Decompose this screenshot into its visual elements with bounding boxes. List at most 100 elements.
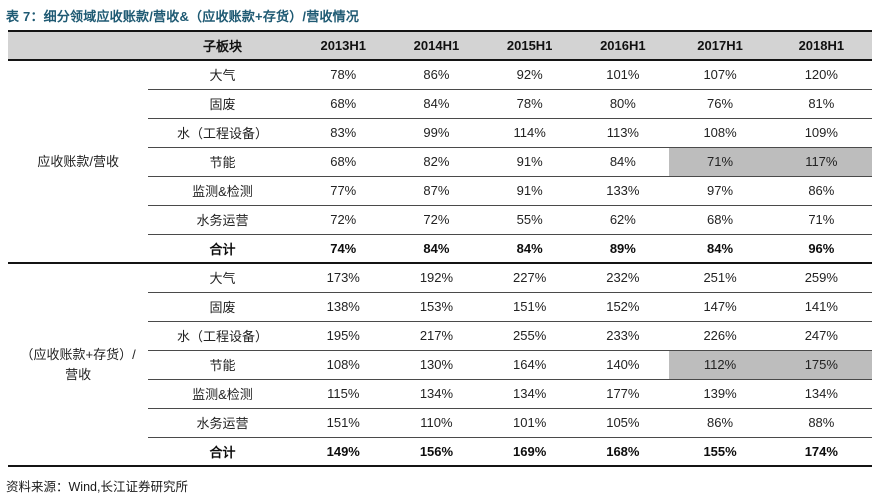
value-cell: 155% <box>669 437 771 467</box>
table-row: 监测&检测 115% 134% 134% 177% 139% 134% <box>8 379 872 409</box>
value-cell: 134% <box>389 379 484 409</box>
value-cell: 84% <box>669 234 771 264</box>
value-cell: 195% <box>296 321 390 351</box>
value-cell: 153% <box>389 292 484 322</box>
value-cell: 113% <box>576 118 670 148</box>
row-label: 节能 <box>148 147 297 177</box>
value-cell: 86% <box>389 60 484 90</box>
value-cell: 151% <box>483 292 577 322</box>
value-cell: 227% <box>483 263 577 293</box>
value-cell: 84% <box>389 234 484 264</box>
value-cell: 68% <box>296 147 390 177</box>
value-cell: 86% <box>770 176 872 206</box>
table-row: 水务运营 72% 72% 55% 62% 68% 71% <box>8 205 872 235</box>
table-row: 水务运营 151% 110% 101% 105% 86% 88% <box>8 408 872 438</box>
value-cell: 259% <box>770 263 872 293</box>
section-receivables-plus-inventory: （应收账款+存货）/营收 大气 173% 192% 227% 232% 251% 259% 固废… <box>8 263 872 467</box>
value-cell: 108% <box>669 118 771 148</box>
value-cell: 164% <box>483 350 577 380</box>
value-cell: 255% <box>483 321 577 351</box>
data-table: 子板块 2013H1 2014H1 2015H1 2016H1 2017H1 2… <box>8 30 872 467</box>
value-cell: 134% <box>483 379 577 409</box>
value-cell: 232% <box>576 263 670 293</box>
value-cell: 55% <box>483 205 577 235</box>
value-cell: 169% <box>483 437 577 467</box>
table-title: 表 7：细分领域应收账款/营收&（应收账款+存货）/营收情况 <box>6 9 360 24</box>
row-label: 固废 <box>148 292 297 322</box>
value-cell: 108% <box>296 350 390 380</box>
header-row: 子板块 2013H1 2014H1 2015H1 2016H1 2017H1 2… <box>8 30 872 61</box>
value-cell: 192% <box>389 263 484 293</box>
row-label: 大气 <box>148 60 297 90</box>
value-cell: 99% <box>389 118 484 148</box>
table-row: 合计 149% 156% 169% 168% 155% 174% <box>8 437 872 467</box>
value-cell: 141% <box>770 292 872 322</box>
value-cell: 152% <box>576 292 670 322</box>
value-cell: 226% <box>669 321 771 351</box>
value-cell: 91% <box>483 176 577 206</box>
value-cell: 156% <box>389 437 484 467</box>
table-row: （应收账款+存货）/营收 大气 173% 192% 227% 232% 251% 259% <box>8 263 872 467</box>
row-label: 大气 <box>148 263 297 293</box>
value-cell: 114% <box>483 118 577 148</box>
value-cell: 84% <box>576 147 670 177</box>
row-label: 合计 <box>148 234 297 264</box>
table-row: 固废 138% 153% 151% 152% 147% 141% <box>8 292 872 322</box>
table-header: 子板块 2013H1 2014H1 2015H1 2016H1 2017H1 2… <box>8 30 872 61</box>
value-cell: 78% <box>483 89 577 119</box>
header-period: 2017H1 <box>669 30 771 61</box>
value-cell: 133% <box>576 176 670 206</box>
value-cell: 140% <box>576 350 670 380</box>
value-cell: 91% <box>483 147 577 177</box>
value-cell: 112% <box>669 350 771 380</box>
header-blank-cell <box>8 30 149 61</box>
value-cell: 92% <box>483 60 577 90</box>
value-cell: 177% <box>576 379 670 409</box>
value-cell: 80% <box>576 89 670 119</box>
value-cell: 173% <box>296 263 390 293</box>
value-cell: 83% <box>296 118 390 148</box>
value-cell: 84% <box>389 89 484 119</box>
value-cell: 109% <box>770 118 872 148</box>
header-period: 2016H1 <box>576 30 670 61</box>
value-cell: 130% <box>389 350 484 380</box>
value-cell: 71% <box>770 205 872 235</box>
value-cell: 81% <box>770 89 872 119</box>
value-cell: 88% <box>770 408 872 438</box>
row-label: 监测&检测 <box>148 379 297 409</box>
value-cell: 107% <box>669 60 771 90</box>
value-cell: 71% <box>669 147 771 177</box>
value-cell: 68% <box>296 89 390 119</box>
row-label: 固废 <box>148 89 297 119</box>
section-label: 应收账款/营收 <box>8 60 149 264</box>
value-cell: 151% <box>296 408 390 438</box>
header-period: 2018H1 <box>770 30 872 61</box>
value-cell: 168% <box>576 437 670 467</box>
value-cell: 117% <box>770 147 872 177</box>
table-row: 水（工程设备） 83% 99% 114% 113% 108% 109% <box>8 118 872 148</box>
header-period: 2013H1 <box>296 30 390 61</box>
value-cell: 251% <box>669 263 771 293</box>
row-label: 监测&检测 <box>148 176 297 206</box>
value-cell: 175% <box>770 350 872 380</box>
table-row: 合计 74% 84% 84% 89% 84% 96% <box>8 234 872 264</box>
value-cell: 96% <box>770 234 872 264</box>
value-cell: 84% <box>483 234 577 264</box>
table-row: 应收账款/营收 大气 78% 86% 92% 101% 107% 120% <box>8 60 872 264</box>
value-cell: 174% <box>770 437 872 467</box>
value-cell: 120% <box>770 60 872 90</box>
table-row: 固废 68% 84% 78% 80% 76% 81% <box>8 89 872 119</box>
value-cell: 233% <box>576 321 670 351</box>
value-cell: 149% <box>296 437 390 467</box>
value-cell: 78% <box>296 60 390 90</box>
source-note: 资料来源：Wind,长江证券研究所 <box>6 480 188 494</box>
row-label: 节能 <box>148 350 297 380</box>
table-row: 监测&检测 77% 87% 91% 133% 97% 86% <box>8 176 872 206</box>
row-label: 水（工程设备） <box>148 321 297 351</box>
row-label: 水务运营 <box>148 205 297 235</box>
table-row: 节能 68% 82% 91% 84% 71% 117% <box>8 147 872 177</box>
value-cell: 101% <box>576 60 670 90</box>
value-cell: 105% <box>576 408 670 438</box>
table-row: 水（工程设备） 195% 217% 255% 233% 226% 247% <box>8 321 872 351</box>
value-cell: 72% <box>389 205 484 235</box>
